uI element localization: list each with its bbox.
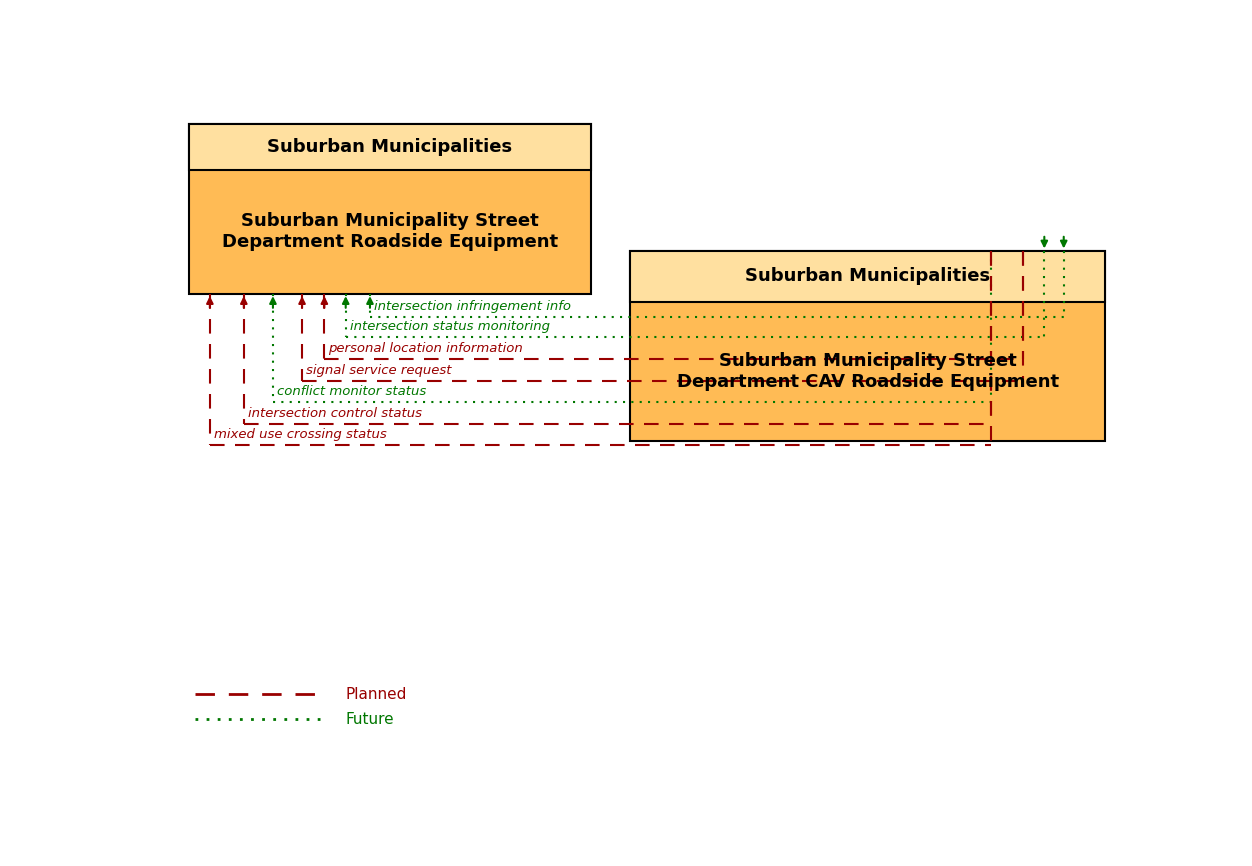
Bar bbox=[189, 124, 591, 294]
Text: mixed use crossing status: mixed use crossing status bbox=[214, 429, 387, 442]
Text: Suburban Municipality Street
Department Roadside Equipment: Suburban Municipality Street Department … bbox=[222, 212, 558, 251]
Text: intersection infringement info: intersection infringement info bbox=[374, 301, 571, 313]
Bar bbox=[630, 250, 1106, 441]
Text: Planned: Planned bbox=[346, 687, 407, 701]
Bar bbox=[189, 124, 591, 170]
Text: intersection control status: intersection control status bbox=[248, 407, 422, 420]
Text: Suburban Municipality Street
Department CAV Roadside Equipment: Suburban Municipality Street Department … bbox=[676, 352, 1059, 391]
Bar bbox=[630, 250, 1106, 302]
Text: Suburban Municipalities: Suburban Municipalities bbox=[745, 268, 990, 285]
Text: signal service request: signal service request bbox=[305, 364, 452, 377]
Text: Suburban Municipalities: Suburban Municipalities bbox=[267, 138, 512, 156]
Text: intersection status monitoring: intersection status monitoring bbox=[349, 320, 550, 333]
Text: personal location information: personal location information bbox=[328, 342, 523, 355]
Text: Future: Future bbox=[346, 712, 394, 727]
Text: conflict monitor status: conflict monitor status bbox=[277, 385, 426, 398]
